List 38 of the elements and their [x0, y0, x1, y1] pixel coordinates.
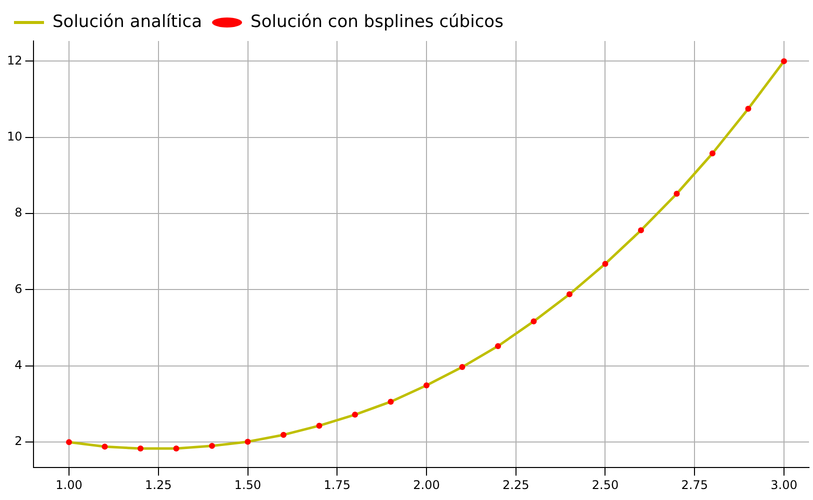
legend-label: Solución con bsplines cúbicos — [250, 12, 504, 32]
point — [602, 260, 608, 267]
point — [494, 343, 501, 350]
point — [352, 412, 358, 418]
x-tick-label: 2.00 — [413, 478, 440, 492]
point — [745, 106, 752, 112]
point — [674, 190, 680, 197]
y-tick-label: 10 — [6, 129, 22, 144]
x-tick-label: 1.75 — [324, 478, 350, 492]
y-tick-label: 2 — [14, 434, 22, 448]
y-tick-label: 8 — [14, 206, 22, 220]
point — [316, 422, 322, 429]
point — [530, 318, 537, 324]
legend-label: Solución analítica — [52, 12, 202, 32]
x-tick-label: 1.50 — [234, 478, 262, 492]
y-tick-label: 12 — [6, 53, 22, 68]
x-tick-label: 3.00 — [770, 478, 798, 492]
point — [138, 446, 144, 452]
x-tick-label: 1.00 — [56, 478, 82, 492]
point — [102, 444, 108, 450]
point — [209, 442, 216, 449]
point — [244, 438, 251, 445]
x-tick-label: 2.50 — [592, 478, 619, 492]
y-tick-label: 6 — [14, 282, 22, 296]
point — [566, 291, 572, 298]
point — [709, 150, 716, 156]
x-tick-label: 2.75 — [681, 478, 708, 492]
point — [388, 398, 394, 405]
point — [280, 432, 287, 438]
point — [173, 446, 180, 452]
point — [66, 439, 72, 446]
x-tick-label: 2.25 — [502, 478, 530, 492]
point — [459, 364, 466, 370]
point — [780, 58, 787, 64]
point — [638, 227, 644, 234]
x-tick-label: 1.25 — [145, 478, 172, 492]
point — [423, 382, 430, 388]
y-tick-label: 4 — [14, 358, 22, 372]
